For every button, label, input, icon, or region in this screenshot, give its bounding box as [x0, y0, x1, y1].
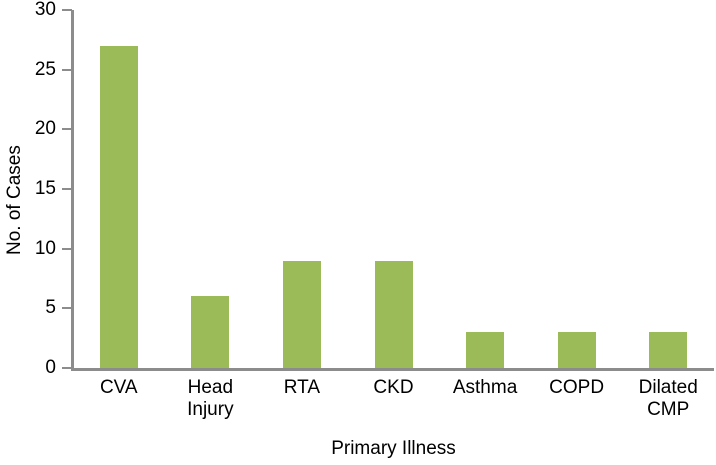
bar-rta — [282, 260, 321, 368]
y-tick-label: 25 — [34, 58, 56, 80]
bar-asthma — [466, 332, 505, 368]
y-tick-label: 10 — [34, 237, 56, 259]
y-tick — [62, 128, 72, 131]
x-category-label: CKD — [348, 377, 440, 399]
y-tick-label: 0 — [45, 357, 56, 378]
x-category-label-line: RTA — [283, 377, 321, 398]
y-tick-label: 30 — [34, 0, 56, 20]
x-category-label-line: CKD — [373, 377, 414, 398]
y-tick — [62, 9, 72, 11]
bar-ckd — [374, 260, 413, 368]
x-category-label-line: Dilated — [638, 377, 698, 398]
x-axis-line — [71, 368, 714, 371]
y-tick-label: 20 — [34, 118, 56, 140]
y-tick — [62, 188, 72, 190]
y-tick — [62, 367, 72, 369]
bar-dilated-cmp — [649, 332, 688, 368]
x-category-label: Asthma — [439, 377, 531, 399]
x-category-label: CVA — [73, 377, 165, 399]
x-category-label: RTA — [256, 377, 348, 399]
bar-cva — [99, 45, 138, 368]
y-tick — [62, 68, 72, 71]
x-axis-title: Primary Illness — [331, 438, 456, 459]
bar-head-injury — [191, 296, 230, 368]
y-tick — [62, 247, 72, 250]
x-category-label-line: Head — [187, 377, 234, 398]
bar-copd — [557, 332, 596, 368]
x-category-label-line: Asthma — [452, 377, 518, 398]
y-axis-line — [71, 10, 74, 371]
x-category-label: Dilated CMP — [622, 377, 714, 421]
y-tick-label: 15 — [34, 178, 56, 199]
x-category-label-line: COPD — [549, 377, 605, 398]
x-category-label-line: CMP — [647, 399, 690, 420]
x-category-label: COPD — [531, 377, 623, 399]
y-tick-label: 5 — [45, 297, 56, 319]
x-category-label: Head Injury — [165, 377, 257, 421]
x-category-label-line: CVA — [99, 377, 138, 398]
x-category-label-line: Injury — [187, 399, 234, 420]
y-tick — [62, 307, 72, 310]
